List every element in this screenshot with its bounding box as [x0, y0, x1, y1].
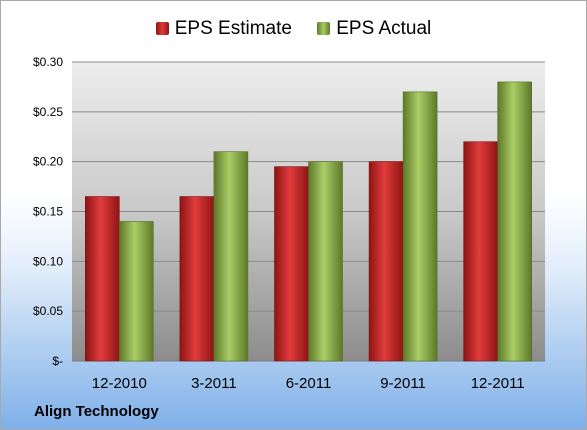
bar-eps-actual: [308, 161, 343, 362]
bar-eps-actual: [497, 81, 533, 362]
x-tick-label: 12-2010: [92, 375, 147, 392]
x-axis-tick-labels: 12-2010 3-2011 6-2011 9-2011 12-2011: [92, 375, 525, 392]
bar-eps-estimate: [463, 141, 499, 362]
bar-eps-estimate: [274, 166, 309, 362]
legend-label-estimate: EPS Estimate: [174, 18, 292, 39]
y-axis-tick-labels: $- $0.05 $0.10 $0.15 $0.20 $0.25 $0.30: [33, 55, 63, 368]
y-tick-label: $0.20: [33, 155, 63, 169]
y-tick-label: $-: [52, 354, 63, 368]
y-tick-label: $0.05: [33, 304, 63, 318]
y-tick-label: $0.30: [33, 55, 63, 69]
x-tick-label: 9-2011: [380, 375, 426, 392]
legend-swatch-actual: [317, 22, 331, 35]
chart-legend: EPS Estimate EPS Actual: [1, 18, 586, 40]
bar-eps-estimate: [85, 196, 120, 362]
legend-label-actual: EPS Actual: [336, 18, 432, 39]
legend-item-actual: EPS Actual: [317, 18, 431, 40]
legend-swatch-estimate: [155, 22, 169, 35]
y-tick-label: $0.25: [33, 105, 63, 119]
company-name: Align Technology: [34, 403, 159, 420]
x-tick-label: 12-2011: [471, 375, 525, 392]
legend-item-estimate: EPS Estimate: [155, 18, 292, 40]
x-tick-label: 3-2011: [191, 375, 237, 392]
y-tick-label: $0.10: [33, 254, 63, 268]
bar-eps-estimate: [368, 161, 404, 362]
bars: [85, 81, 533, 362]
x-tick-label: 6-2011: [286, 375, 332, 392]
bar-eps-actual: [119, 221, 154, 362]
y-tick-label: $0.15: [33, 205, 63, 219]
bar-eps-estimate: [179, 196, 215, 362]
bar-eps-actual: [402, 91, 438, 362]
bar-eps-actual: [213, 151, 249, 362]
